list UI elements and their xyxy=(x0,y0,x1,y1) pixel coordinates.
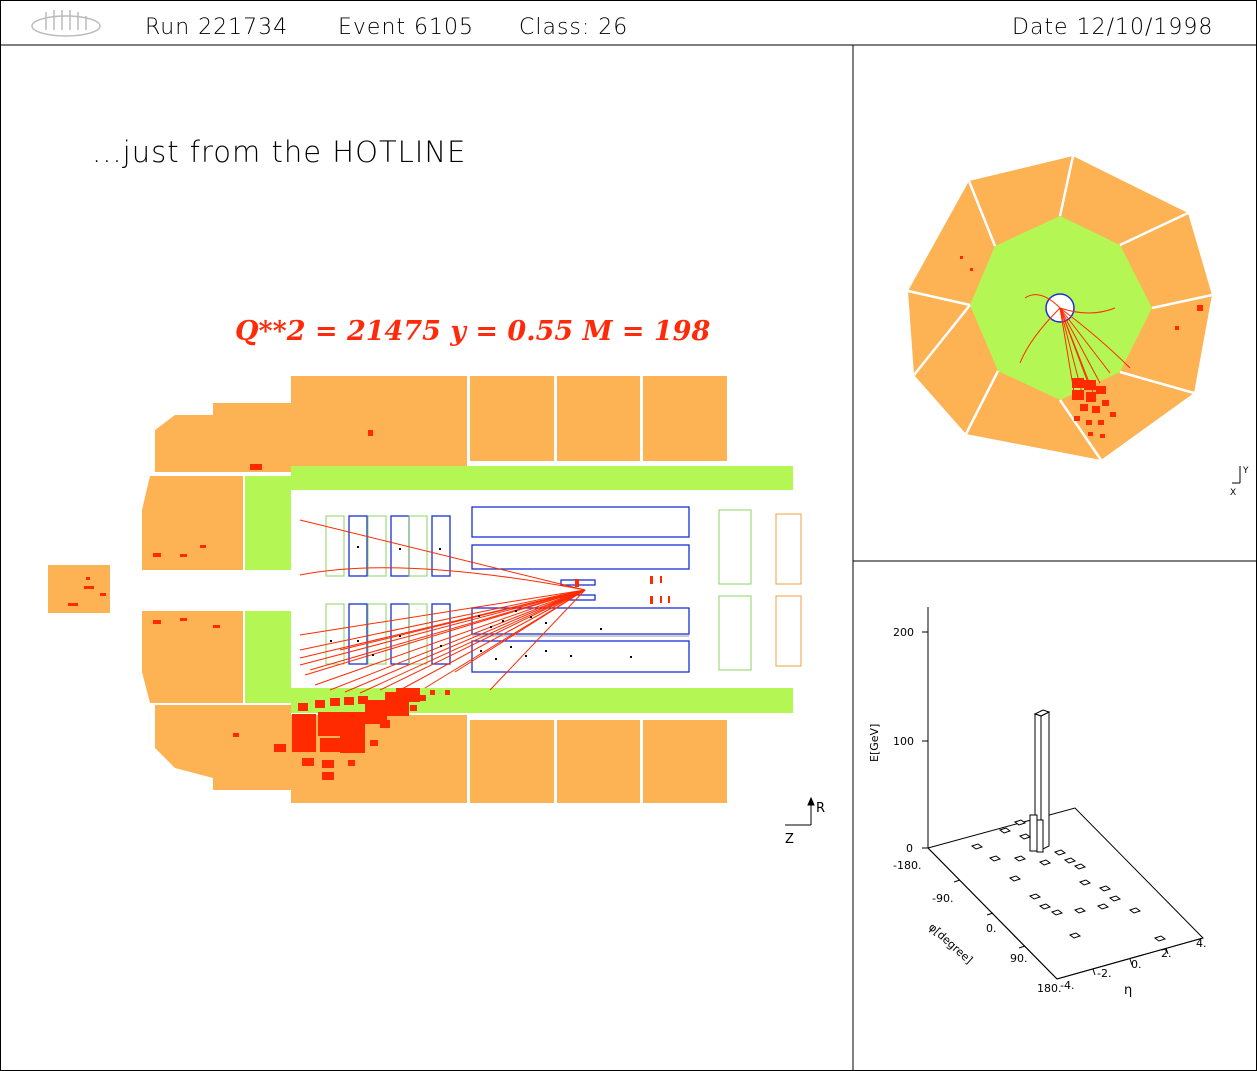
calo-outer-block xyxy=(557,376,640,461)
axis-x-label: X xyxy=(1230,488,1236,498)
calo-backward-small xyxy=(48,565,110,613)
tracker-chamber xyxy=(471,544,690,570)
lego-eta-tick: 4. xyxy=(1196,937,1207,950)
lego-eta-tick: 0. xyxy=(1131,958,1142,971)
tracker-chamber xyxy=(348,515,368,577)
lego-phi-tick: 90. xyxy=(1010,952,1028,965)
xy-axes-icon xyxy=(1232,466,1241,484)
axis-z-label: Z xyxy=(785,832,794,847)
calo-outer-block xyxy=(470,720,554,803)
forward-chamber xyxy=(718,595,752,671)
xy-detector-view: X Y xyxy=(907,155,1249,498)
lego-phi-tick: 180. xyxy=(1037,982,1062,995)
lego-phi-tick: -90. xyxy=(932,892,953,905)
lego-e-tick: 0 xyxy=(906,842,913,855)
tracker-chamber xyxy=(471,640,690,673)
tracker-chamber xyxy=(471,506,690,538)
event-number: Event 6105 xyxy=(338,15,474,40)
axis-y-label: Y xyxy=(1242,466,1249,476)
calo-outer-block xyxy=(291,715,467,803)
lego-e-label: E[GeV] xyxy=(868,724,881,762)
energy-deposits xyxy=(68,430,450,780)
lego-e-tick: 100 xyxy=(893,735,914,748)
tracker-chamber xyxy=(348,603,368,665)
lego-eta-tick: -2. xyxy=(1097,967,1111,980)
tracker-chamber xyxy=(431,515,451,577)
calo-inner-block xyxy=(245,476,291,570)
calo-inner-strip xyxy=(291,466,793,490)
hotline-note: ...just from the HOTLINE xyxy=(92,135,466,169)
calo-outer-block xyxy=(470,376,554,461)
kinematics-text: Q**2 = 21475 y = 0.55 M = 198 xyxy=(235,316,710,347)
calo-backward-block xyxy=(142,476,243,570)
tracker-chamber xyxy=(471,607,690,635)
lego-eta-tick: -4. xyxy=(1060,979,1074,992)
forward-calo-cell xyxy=(775,595,802,667)
rz-detector-view: R Z xyxy=(48,376,825,847)
h1-logo-icon xyxy=(31,10,101,37)
lego-phi-tick: -180. xyxy=(893,859,921,872)
rz-axes-icon xyxy=(785,796,815,826)
forward-chamber xyxy=(718,509,752,585)
calo-outer-block xyxy=(155,403,291,472)
forward-calo-cell xyxy=(775,513,802,585)
calo-outer-block xyxy=(643,376,727,461)
calo-outer-block xyxy=(291,376,467,466)
lego-eta-label: η xyxy=(1124,983,1132,998)
axis-r-label: R xyxy=(816,801,825,816)
calo-backward-block xyxy=(142,611,243,703)
calo-outer-block xyxy=(557,720,640,803)
calo-outer-block xyxy=(155,705,291,790)
tracker-hits xyxy=(330,546,632,660)
lego-phi-tick: 0. xyxy=(986,922,997,935)
lego-e-tick: 200 xyxy=(893,626,914,639)
event-date: Date 12/10/1998 xyxy=(1012,15,1213,40)
calo-inner-block xyxy=(245,611,291,703)
calo-outer-block xyxy=(643,720,727,803)
lego-eta-tick: 2. xyxy=(1161,947,1172,960)
run-number: Run 221734 xyxy=(145,15,288,40)
event-class: Class: 26 xyxy=(519,15,628,40)
lego-plot xyxy=(922,607,1204,980)
particle-tracks xyxy=(299,519,586,694)
